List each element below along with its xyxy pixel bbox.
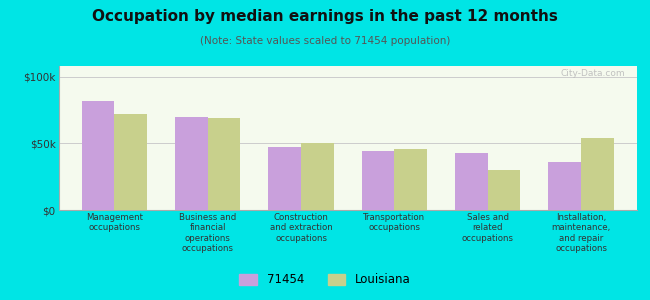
Bar: [488, 170, 521, 210]
Bar: [301, 143, 333, 210]
Bar: [268, 147, 301, 210]
Bar: [581, 138, 614, 210]
Bar: [395, 149, 427, 210]
Bar: [549, 162, 581, 210]
Text: (Note: State values scaled to 71454 population): (Note: State values scaled to 71454 popu…: [200, 36, 450, 46]
Bar: [114, 114, 147, 210]
Bar: [455, 153, 488, 210]
Bar: [175, 117, 208, 210]
Bar: [82, 101, 114, 210]
Bar: [208, 118, 240, 210]
Text: Occupation by median earnings in the past 12 months: Occupation by median earnings in the pas…: [92, 9, 558, 24]
Legend: 71454, Louisiana: 71454, Louisiana: [235, 269, 415, 291]
Text: City-Data.com: City-Data.com: [561, 69, 625, 78]
Bar: [362, 151, 395, 210]
